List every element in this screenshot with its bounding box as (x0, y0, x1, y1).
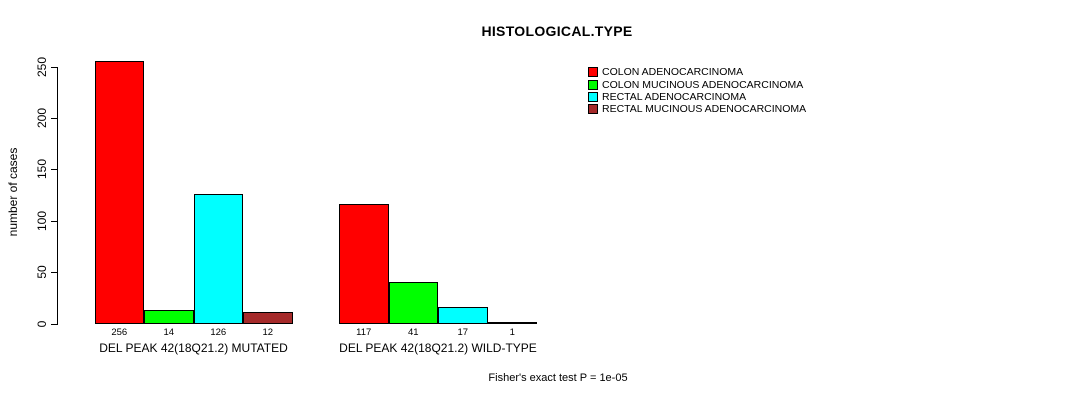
legend-swatch (588, 79, 598, 90)
legend-item-colon-mucinous-adenocarcinoma: COLON MUCINOUS ADENOCARCINOMA (588, 78, 806, 91)
bar-value-label: 17 (457, 327, 469, 338)
bar-mutated-colon-adenocarcinoma (95, 61, 144, 324)
legend-label: COLON ADENOCARCINOMA (602, 66, 744, 79)
chart-title: HISTOLOGICAL.TYPE (481, 23, 633, 39)
y-tick (51, 324, 58, 325)
legend-label: RECTAL ADENOCARCINOMA (602, 90, 747, 103)
bar-value-label: 14 (163, 327, 175, 338)
y-tick (51, 221, 58, 222)
legend-swatch (588, 67, 598, 78)
y-tick (51, 67, 58, 68)
bar-value-label: 117 (356, 327, 372, 338)
y-tick-label: 50 (35, 265, 49, 279)
group-label-wild-type: DEL PEAK 42(18Q21.2) WILD-TYPE (339, 341, 537, 355)
bar-value-label: 256 (111, 327, 128, 338)
legend-item-colon-adenocarcinoma: COLON ADENOCARCINOMA (588, 66, 806, 78)
legend: COLON ADENOCARCINOMA COLON MUCINOUS ADENO… (588, 66, 806, 116)
bar-value-label: 126 (210, 327, 227, 338)
bar-value-label: 41 (407, 327, 419, 338)
y-axis-line (57, 67, 58, 324)
legend-swatch (588, 104, 598, 115)
y-tick-label: 100 (35, 210, 49, 232)
legend-label: RECTAL MUCINOUS ADENOCARCINOMA (602, 103, 807, 116)
bar-wild-type-colon-mucinous-adenocarcinoma (389, 282, 438, 324)
bar-wild-type-colon-adenocarcinoma (339, 204, 389, 324)
y-tick (51, 169, 58, 170)
y-tick-label: 200 (35, 107, 49, 129)
y-tick-label: 150 (35, 158, 49, 180)
y-tick-label: 250 (35, 56, 49, 78)
bar-value-label: 12 (262, 327, 274, 338)
bar-value-label: 1 (509, 327, 515, 338)
bar-wild-type-rectal-adenocarcinoma (438, 307, 488, 324)
legend-item-rectal-mucinous-adenocarcinoma: RECTAL MUCINOUS ADENOCARCINOMA (588, 103, 806, 115)
group-label-mutated: DEL PEAK 42(18Q21.2) MUTATED (99, 341, 288, 355)
legend-label: COLON MUCINOUS ADENOCARCINOMA (602, 78, 804, 91)
bar-mutated-colon-mucinous-adenocarcinoma (144, 310, 194, 324)
bar-wild-type-rectal-mucinous-adenocarcinoma (488, 322, 537, 324)
legend-swatch (588, 91, 598, 102)
y-tick (51, 118, 58, 119)
legend-item-rectal-adenocarcinoma: RECTAL ADENOCARCINOMA (588, 91, 806, 103)
annotation-text: Fisher's exact test P = 1e-05 (488, 372, 628, 384)
y-tick (51, 272, 58, 273)
y-axis-label: number of cases (6, 147, 20, 237)
y-tick-label: 0 (35, 320, 49, 328)
bar-mutated-rectal-adenocarcinoma (194, 194, 243, 324)
bar-mutated-rectal-mucinous-adenocarcinoma (243, 312, 293, 324)
